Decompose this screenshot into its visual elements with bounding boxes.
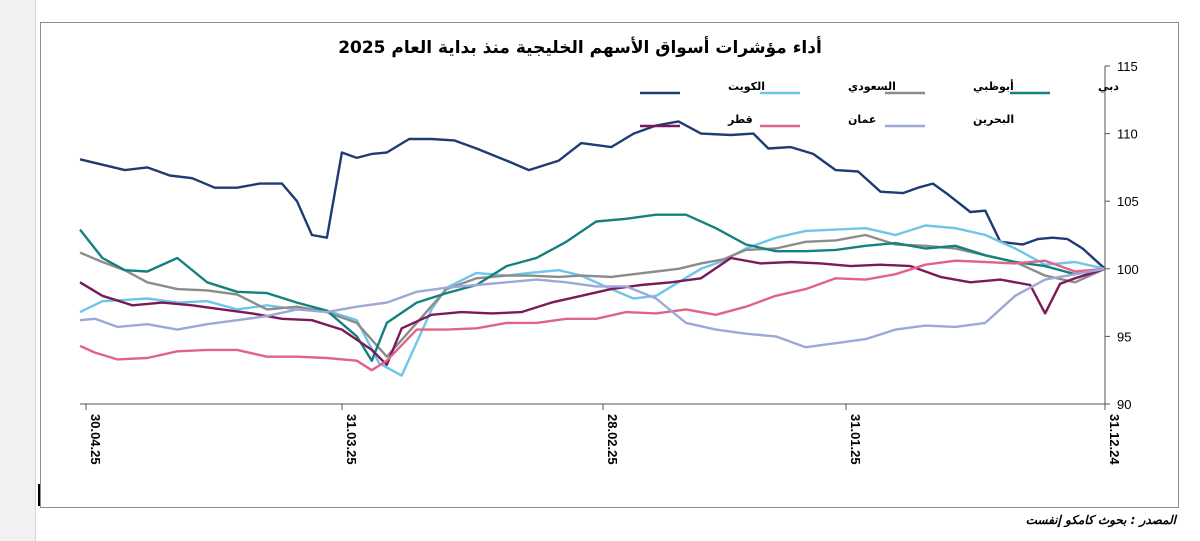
x-tick-label-5: 31.12.24 bbox=[1107, 414, 1122, 465]
series-line-5 bbox=[79, 256, 1106, 366]
legend-label-5: قطر bbox=[727, 113, 753, 126]
legend-label-1: الكويت bbox=[728, 80, 765, 93]
x-tick-label-1: 30.04.25 bbox=[88, 414, 103, 465]
x-tick-label-2: 31.03.25 bbox=[344, 414, 359, 465]
text-cursor bbox=[38, 484, 40, 506]
y-tick-label-95: 95 bbox=[1117, 329, 1131, 344]
y-tick-label-115: 115 bbox=[1117, 59, 1138, 74]
legend-label-4: دبي bbox=[1098, 80, 1119, 93]
series-line-6 bbox=[79, 259, 1106, 372]
series-line-4 bbox=[79, 213, 1106, 362]
x-tick-label-4: 31.01.25 bbox=[848, 414, 863, 465]
legend-label-7: البحرين bbox=[973, 113, 1014, 126]
series-line-7 bbox=[79, 267, 1106, 349]
y-tick-label-110: 110 bbox=[1117, 127, 1138, 142]
series-line-3 bbox=[79, 233, 1106, 358]
left-margin-strip bbox=[0, 0, 36, 541]
source-note: المصدر : بحوث كامكو إنفست bbox=[1025, 513, 1176, 527]
x-tick-label-3: 28.02.25 bbox=[605, 414, 620, 465]
y-tick-label-100: 100 bbox=[1117, 262, 1139, 277]
legend-label-2: السعودي bbox=[848, 80, 896, 93]
series-line-1 bbox=[79, 120, 1106, 270]
legend-label-3: أبوظبي bbox=[973, 79, 1014, 93]
y-tick-label-90: 90 bbox=[1117, 397, 1131, 412]
y-tick-label-105: 105 bbox=[1117, 194, 1139, 209]
legend-label-6: عمان bbox=[848, 113, 876, 126]
chart-title: أداء مؤشرات أسواق الأسهم الخليجية منذ بد… bbox=[338, 38, 822, 58]
chart-frame bbox=[40, 22, 1179, 508]
